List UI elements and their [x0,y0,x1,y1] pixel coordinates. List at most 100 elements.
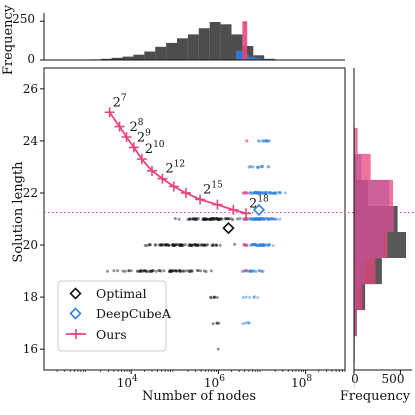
optimal-scatter-point [179,244,183,247]
optimal-scatter-point [191,217,195,221]
optimal-scatter-point [183,243,187,247]
deepcubea-scatter-point [262,217,266,221]
ours-point-label: 28 [130,118,144,135]
deepcubea-scatter-point [248,269,252,273]
optimal-scatter-point [139,269,143,272]
ours-plus-marker [157,173,168,184]
optimal-scatter-point [217,217,221,221]
deepcubea-scatter-point [257,243,261,247]
deepcubea-scatter-point [251,243,255,247]
deepcubea-scatter-point [254,270,258,273]
deepcubea-scatter-point [266,217,270,221]
optimal-scatter-point [236,217,240,221]
deepcubea-scatter-point [267,243,271,247]
optimal-scatter-point [224,217,228,220]
deepcubea-scatter-point [252,217,256,221]
deepcubea-scatter-point [258,217,262,221]
ours-point-label: 210 [145,140,165,157]
deepcubea-scatter-point [243,269,247,273]
ours-scatter-point [243,269,247,273]
deepcubea-scatter-point [268,191,272,195]
optimal-scatter-point [209,296,213,300]
optimal-scatter-point [178,243,181,247]
optimal-scatter-point [202,217,206,221]
optimal-top-hist-bar [264,58,276,60]
optimal-scatter-point [150,269,154,273]
optimal-scatter-point [121,269,125,273]
optimal-scatter-point [172,243,176,247]
optimal-scatter-point [174,243,178,247]
deepcubea-scatter-point [252,295,256,299]
deepcubea-scatter-point [257,269,261,273]
deepcubea-scatter-point [261,191,265,195]
optimal-scatter-point [233,242,237,246]
deepcubea-scatter-point [252,243,256,246]
optimal-scatter-point [209,269,213,273]
deepcubea-scatter-point [243,217,247,221]
optimal-scatter-point [168,269,172,273]
deepcubea-scatter-point [261,244,265,248]
x-tick-label: 108 [291,374,312,390]
y-tick-label: 22 [23,186,38,200]
optimal-scatter-point [145,270,149,274]
optimal-scatter-point [208,217,212,221]
optimal-scatter-point [168,269,172,273]
deepcubea-scatter-point [261,217,265,221]
optimal-scatter-point [215,321,219,325]
deepcubea-scatter-point [283,191,287,195]
optimal-scatter-point [194,244,198,247]
optimal-scatter-point [195,269,199,272]
deepcubea-scatter-point [254,218,258,221]
optimal-scatter-point [188,270,192,273]
optimal-top-hist-bar [187,34,199,60]
optimal-scatter-point [188,243,192,247]
deepcubea-scatter-point [257,218,261,221]
optimal-scatter-point [211,217,215,221]
ours-point-label: 215 [203,180,223,197]
deepcubea-scatter-point [257,217,261,221]
deepcubea-scatter-point [251,270,255,273]
deepcubea-scatter-point [266,165,270,169]
optimal-scatter-point [217,218,221,221]
optimal-scatter-point [179,243,183,247]
optimal-scatter-point [170,243,174,247]
ours-scatter-point [245,243,248,247]
optimal-scatter-point [212,217,216,221]
optimal-scatter-point [208,218,211,221]
ours-scatter-point [245,217,249,221]
deepcubea-scatter-point [248,244,252,247]
optimal-scatter-point [168,270,172,274]
ours-point-label: 218 [249,194,269,211]
deepcubea-scatter-point [262,217,265,220]
ours-plus-marker [121,131,132,142]
optimal-scatter-point [190,269,193,273]
optimal-top-hist-bar [177,38,188,60]
optimal-scatter-point [206,243,210,247]
optimal-scatter-point [148,270,152,273]
optimal-scatter-point [193,243,197,247]
deepcubea-scatter-point [263,217,267,221]
optimal-scatter-point [194,243,197,247]
deepcubea-scatter-point [253,269,257,273]
ours-plus-marker [136,154,147,165]
optimal-scatter-point [136,269,140,273]
deepcubea-scatter-point [261,243,265,247]
deepcubea-scatter-point [255,191,259,195]
optimal-scatter-point [217,218,220,221]
deepcubea-scatter-point [259,164,263,168]
legend-label-ours: Ours [96,327,127,342]
deepcubea-scatter-point [252,243,256,247]
deepcubea-scatter-point [255,217,259,221]
deepcubea-scatter-point [257,217,261,221]
deepcubea-scatter-point [247,321,251,325]
deepcubea-scatter-point [273,191,277,195]
deepcubea-scatter-point [259,217,263,221]
optimal-scatter-point [148,269,152,273]
deepcubea-scatter-point [248,217,252,221]
optimal-scatter-point [190,269,194,273]
deepcubea-scatter-point [267,243,271,247]
deepcubea-scatter-point [244,295,248,299]
ours-plus-marker [104,107,115,118]
deepcubea-scatter-point [257,191,261,195]
deepcubea-scatter-point [249,216,253,220]
